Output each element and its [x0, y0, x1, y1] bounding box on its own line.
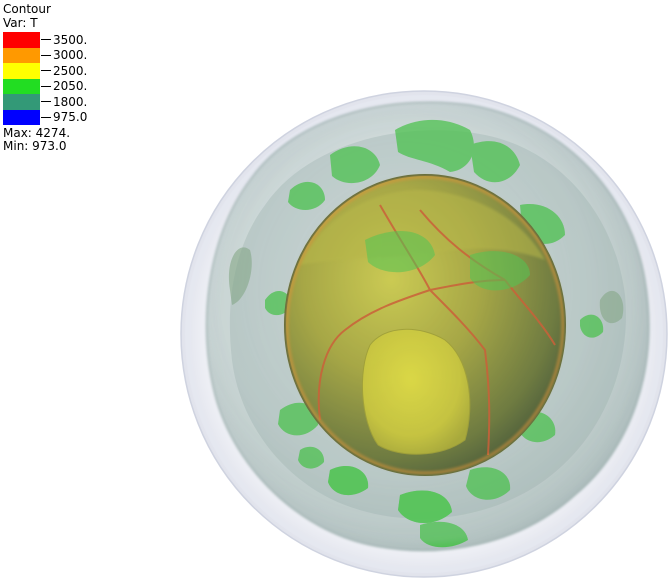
legend-label: 1800.	[53, 94, 88, 109]
legend-max: Max: 4274.	[3, 126, 71, 140]
legend-swatch	[3, 32, 40, 48]
legend-label: 3500.	[53, 32, 88, 47]
legend-entry: 3500.	[3, 32, 123, 48]
front-haze	[212, 107, 641, 544]
legend-entry: 2500.	[3, 63, 123, 79]
legend-label: 975.0	[53, 110, 88, 125]
legend-entry: 2050.	[3, 78, 123, 94]
legend-label: 2500.	[53, 63, 88, 78]
legend-label: 2050.	[53, 79, 88, 94]
legend-label: 3000.	[53, 48, 88, 63]
legend-title: Contour	[3, 2, 51, 16]
legend-swatch	[3, 47, 40, 63]
contour-legend: Contour Var: T 3500. 3000. 2500. 2050. 1…	[3, 2, 123, 153]
legend-tick	[41, 39, 51, 41]
legend-tick	[41, 116, 51, 118]
legend-tick	[41, 101, 51, 103]
legend-stats: Max: 4274. Min: 973.0	[3, 127, 123, 153]
legend-swatch	[3, 78, 40, 94]
legend-tick	[41, 70, 51, 72]
legend-entry: 1800.	[3, 94, 123, 110]
legend-swatch	[3, 94, 40, 110]
legend-entry: 3000.	[3, 47, 123, 63]
legend-tick	[41, 85, 51, 87]
legend-swatch	[3, 63, 40, 79]
legend-entry: 975.0	[3, 109, 123, 125]
legend-tick	[41, 54, 51, 56]
legend-swatch	[3, 109, 40, 125]
legend-entries: 3500. 3000. 2500. 2050. 1800. 975.0	[3, 32, 123, 125]
legend-min: Min: 973.0	[3, 139, 67, 153]
legend-variable: Var: T	[3, 16, 38, 30]
